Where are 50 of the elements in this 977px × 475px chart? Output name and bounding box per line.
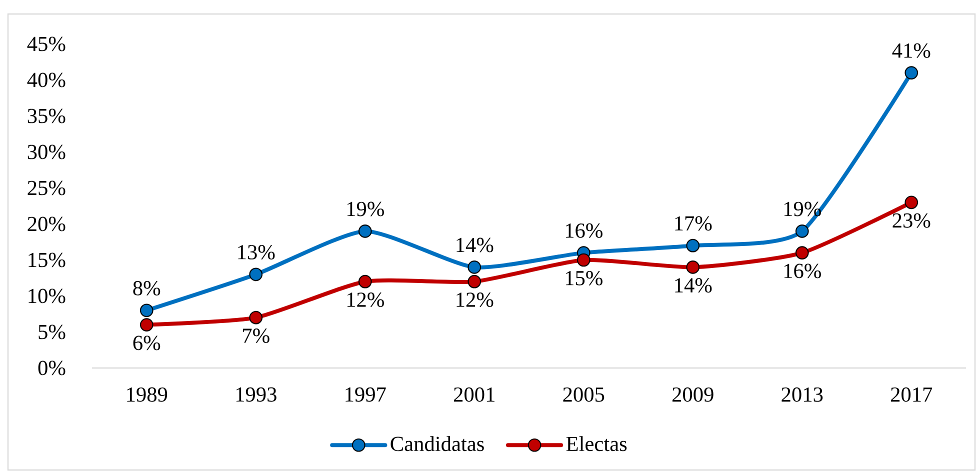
- legend-label: Candidatas: [390, 436, 484, 452]
- x-tick-label: 2017: [890, 387, 932, 402]
- y-tick-label: 5%: [38, 324, 66, 340]
- point: [904, 66, 918, 80]
- x-tick-label: 1989: [127, 387, 168, 402]
- y-tick-label: 10%: [28, 288, 66, 304]
- data-label: 15%: [566, 270, 602, 286]
- data-label: 16%: [566, 223, 602, 238]
- data-label: 6%: [133, 336, 160, 350]
- x-tick-label: 2005: [563, 387, 604, 402]
- point: [249, 310, 263, 324]
- y-tick-label: 40%: [27, 72, 66, 88]
- point: [795, 224, 809, 238]
- x-tick-label: 1993: [236, 387, 276, 402]
- data-label: 14%: [456, 238, 494, 252]
- data-label: 19%: [347, 202, 384, 216]
- data-label: 23%: [892, 213, 930, 228]
- data-label: 13%: [238, 245, 275, 260]
- y-tick-label: 15%: [28, 252, 66, 268]
- x-tick-label: 2001: [454, 387, 494, 402]
- data-label: 8%: [133, 281, 160, 296]
- point: [249, 268, 263, 282]
- y-tick-label: 25%: [28, 180, 66, 196]
- data-label: 12%: [456, 292, 494, 307]
- data-label: 17%: [675, 216, 712, 231]
- legend-label: Electas: [566, 436, 627, 452]
- point: [576, 253, 590, 267]
- y-tick-label: 30%: [28, 144, 66, 160]
- data-label: 7%: [243, 328, 270, 343]
- point: [686, 238, 700, 252]
- point: [358, 274, 372, 288]
- point: [140, 318, 154, 332]
- data-label: 12%: [347, 292, 384, 307]
- x-tick-label: 2013: [782, 387, 823, 402]
- x-tick-label: 1997: [346, 387, 386, 402]
- point: [795, 246, 809, 260]
- y-tick-label: 20%: [28, 216, 66, 232]
- point: [904, 196, 918, 210]
- y-tick-label: 35%: [28, 108, 66, 124]
- point: [468, 274, 482, 288]
- point: [468, 260, 482, 274]
- data-label: 14%: [675, 278, 712, 293]
- point: [686, 260, 700, 274]
- point: [358, 224, 372, 238]
- y-tick-label: 0%: [38, 360, 66, 376]
- x-tick-label: 2009: [672, 387, 714, 402]
- y-tick-label: 45%: [27, 36, 66, 52]
- point: [140, 304, 154, 318]
- data-label: 41%: [892, 43, 930, 58]
- data-label: 16%: [784, 264, 821, 278]
